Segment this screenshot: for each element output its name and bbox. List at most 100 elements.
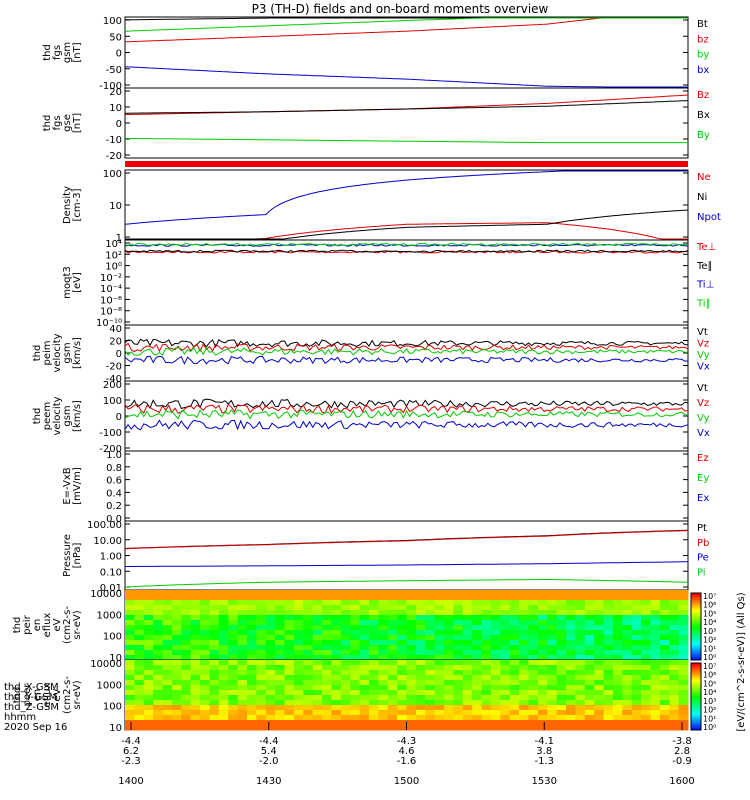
heatmap-cell <box>284 655 295 661</box>
heatmap-cell <box>556 710 567 716</box>
heatmap-cell <box>340 595 351 601</box>
heatmap-cell <box>125 725 135 731</box>
heatmap-cell <box>528 640 539 646</box>
heatmap-cell <box>669 640 680 646</box>
ephemeris-value: 6.2 <box>123 746 139 757</box>
heatmap-cell <box>425 630 436 636</box>
heatmap-cell <box>472 630 483 636</box>
heatmap-cell <box>472 590 483 596</box>
colorbar-swatch <box>691 616 701 619</box>
heatmap-cell <box>622 665 633 671</box>
heatmap-cell <box>209 590 220 596</box>
heatmap-cell <box>275 590 286 596</box>
heatmap-cell <box>444 600 454 606</box>
heatmap-cell <box>631 710 642 716</box>
heatmap-cell <box>237 645 248 651</box>
heatmap-cell <box>312 700 323 706</box>
heatmap-cell <box>641 655 651 661</box>
heatmap-cell <box>397 715 407 721</box>
colorbar-tick-label: 10⁰ <box>703 723 716 732</box>
heatmap-cell <box>190 665 201 671</box>
heatmap-cell <box>537 625 548 631</box>
y-axis-label: Density[cm-3] <box>62 186 83 224</box>
ephemeris-value: -4.4 <box>259 736 279 747</box>
heatmap-cell <box>406 710 417 716</box>
heatmap-cell <box>612 635 623 641</box>
heatmap-cell <box>293 670 304 676</box>
heatmap-cell <box>125 655 135 661</box>
heatmap-cell <box>153 680 164 686</box>
series-Vz <box>124 403 689 415</box>
heatmap-cell <box>659 635 670 641</box>
heatmap-cell <box>575 640 586 646</box>
legend-Ez: Ez <box>697 453 709 464</box>
heatmap-cell <box>453 675 464 681</box>
heatmap-cell <box>575 660 586 666</box>
heatmap-cell <box>669 615 680 621</box>
heatmap-cell <box>359 690 370 696</box>
heatmap-cell <box>547 595 558 601</box>
heatmap-cell <box>641 650 651 656</box>
y-tick-label: 0 <box>116 412 122 423</box>
heatmap-cell <box>284 710 295 716</box>
heatmap-cell <box>322 595 332 601</box>
heatmap-cell <box>575 630 586 636</box>
heatmap-cell <box>669 655 680 661</box>
heatmap-cell <box>603 660 614 666</box>
heatmap-cell <box>284 595 295 601</box>
heatmap-cell <box>125 600 135 606</box>
heatmap-cell <box>415 685 426 691</box>
heatmap-cell <box>265 615 276 621</box>
heatmap-cell <box>143 700 154 706</box>
heatmap-cell <box>171 605 182 611</box>
heatmap-cell <box>181 620 192 626</box>
heatmap-cell <box>190 685 201 691</box>
heatmap-cell <box>143 640 154 646</box>
heatmap-cell <box>547 680 558 686</box>
heatmap-cell <box>509 660 520 666</box>
heatmap-cell <box>256 725 267 731</box>
heatmap-cell <box>368 655 379 661</box>
heatmap-cell <box>265 720 276 726</box>
heatmap-cell <box>622 685 633 691</box>
heatmap-cell <box>547 620 558 626</box>
heatmap-cell <box>641 670 651 676</box>
heatmap-cell <box>265 695 276 701</box>
heatmap-cell <box>143 680 154 686</box>
heatmap-cell <box>425 610 436 616</box>
heatmap-cell <box>566 610 576 616</box>
heatmap-cell <box>322 725 332 731</box>
legend-Vx: Vx <box>697 362 710 373</box>
heatmap-cell <box>678 595 689 601</box>
heatmap-cell <box>200 720 210 726</box>
heatmap-cell <box>209 675 220 681</box>
heatmap-cell <box>209 700 220 706</box>
heatmap-cell <box>237 705 248 711</box>
series-By <box>125 137 688 144</box>
heatmap-cell <box>228 700 239 706</box>
heatmap-cell <box>284 590 295 596</box>
heatmap-cell <box>472 720 483 726</box>
heatmap-cell <box>669 695 680 701</box>
heatmap-cell <box>519 695 529 701</box>
heatmap-cell <box>519 595 529 601</box>
heatmap-cell <box>650 600 661 606</box>
time-axis-label: hhmm <box>4 712 37 723</box>
heatmap-cell <box>425 660 436 666</box>
heatmap-cell <box>453 670 464 676</box>
heatmap-cell <box>237 680 248 686</box>
heatmap-cell <box>509 600 520 606</box>
colorbar-swatch <box>691 713 701 716</box>
colorbar-tick-label: 10⁶ <box>703 601 716 610</box>
heatmap-cell <box>293 675 304 681</box>
heatmap-cell <box>462 690 473 696</box>
heatmap-cell <box>397 695 407 701</box>
heatmap-cell <box>500 690 511 696</box>
heatmap-cell <box>397 725 407 731</box>
heatmap-cell <box>181 720 192 726</box>
heatmap-cell <box>228 670 239 676</box>
heatmap-cell <box>162 600 173 606</box>
heatmap-cell <box>556 700 567 706</box>
heatmap-cell <box>312 595 323 601</box>
heatmap-cell <box>359 700 370 706</box>
